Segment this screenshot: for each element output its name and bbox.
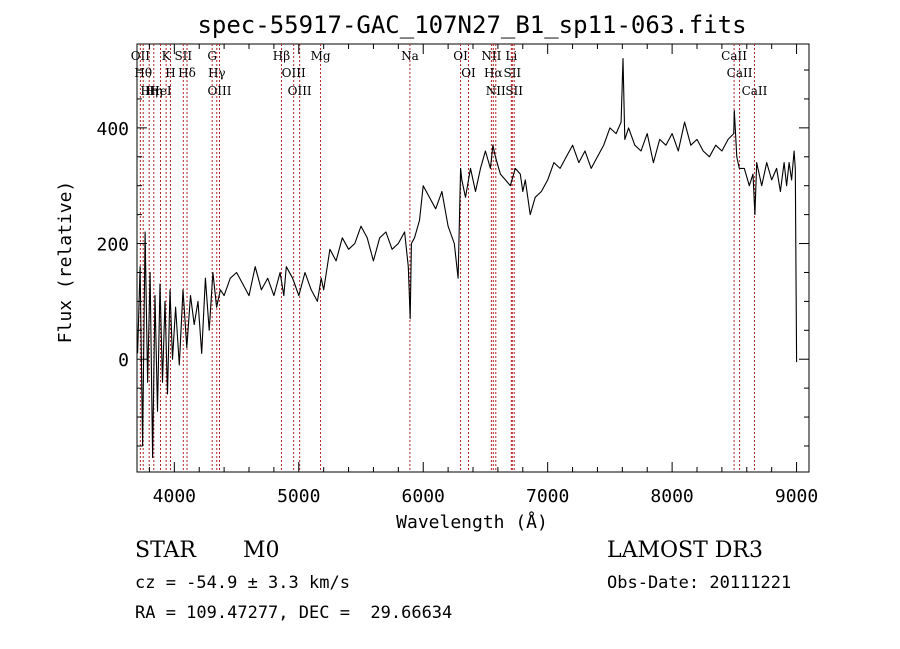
marker-label: SII xyxy=(174,49,192,63)
marker-label: NII xyxy=(486,84,506,98)
x-tick-label: 9000 xyxy=(775,486,818,507)
survey-name: LAMOST DR3 xyxy=(607,538,763,563)
marker-label: OIII xyxy=(207,84,231,98)
x-tick-label: 5000 xyxy=(277,486,320,507)
marker-label: G xyxy=(207,49,217,63)
marker-label: CaII xyxy=(742,84,768,98)
marker-label: NII xyxy=(481,49,501,63)
coordinates-text: RA = 109.47277, DEC = 29.66634 xyxy=(135,603,453,623)
x-tick-label: 6000 xyxy=(402,486,445,507)
x-tick-label: 4000 xyxy=(153,486,196,507)
axis-ticks xyxy=(137,44,809,472)
obs-date-text: Obs-Date: 20111221 xyxy=(607,573,792,593)
marker-label: Hδ xyxy=(178,66,196,80)
object-subclass: M0 xyxy=(243,538,280,563)
marker-label: CaII xyxy=(727,66,753,80)
axis-tick-labels: 4000 5000 6000 7000 8000 9000 0 200 400 xyxy=(96,119,818,507)
marker-label: HeI xyxy=(149,84,172,98)
emission-line-markers xyxy=(139,44,755,472)
marker-label: Hβ xyxy=(273,49,290,63)
marker-label: Na xyxy=(401,49,419,63)
object-class: STAR xyxy=(135,538,196,563)
marker-label: Hγ xyxy=(208,66,226,80)
spectrum-line xyxy=(137,57,798,459)
marker-label: SII xyxy=(505,84,523,98)
y-axis-label: Flux (relative) xyxy=(55,181,76,344)
x-axis-label: Wavelength (Å) xyxy=(396,511,548,533)
marker-label: Hθ xyxy=(134,66,152,80)
plot-frame xyxy=(136,43,810,473)
y-tick-label: 200 xyxy=(96,235,129,256)
chart-title: spec-55917-GAC_107N27_B1_sp11-063.fits xyxy=(197,11,746,39)
marker-label: Hη xyxy=(145,84,163,98)
marker-label: Hα xyxy=(484,66,503,80)
marker-label: OI xyxy=(453,49,468,63)
marker-label: H xyxy=(165,66,175,80)
marker-label: OII xyxy=(131,49,151,63)
marker-label: CaII xyxy=(721,49,747,63)
marker-label: OI xyxy=(461,66,476,80)
marker-label: Hη xyxy=(140,84,158,98)
marker-label: Mg xyxy=(311,49,331,63)
redshift-text: cz = -54.9 ± 3.3 km/s xyxy=(135,573,350,593)
y-tick-label: 0 xyxy=(118,350,129,371)
marker-label: OIII xyxy=(282,66,306,80)
x-tick-label: 7000 xyxy=(526,486,569,507)
marker-label: K xyxy=(162,49,172,63)
marker-label: Li xyxy=(505,49,517,63)
x-tick-label: 8000 xyxy=(650,486,693,507)
y-tick-label: 400 xyxy=(96,119,129,140)
marker-label: SII xyxy=(503,66,521,80)
marker-label: OIII xyxy=(288,84,312,98)
